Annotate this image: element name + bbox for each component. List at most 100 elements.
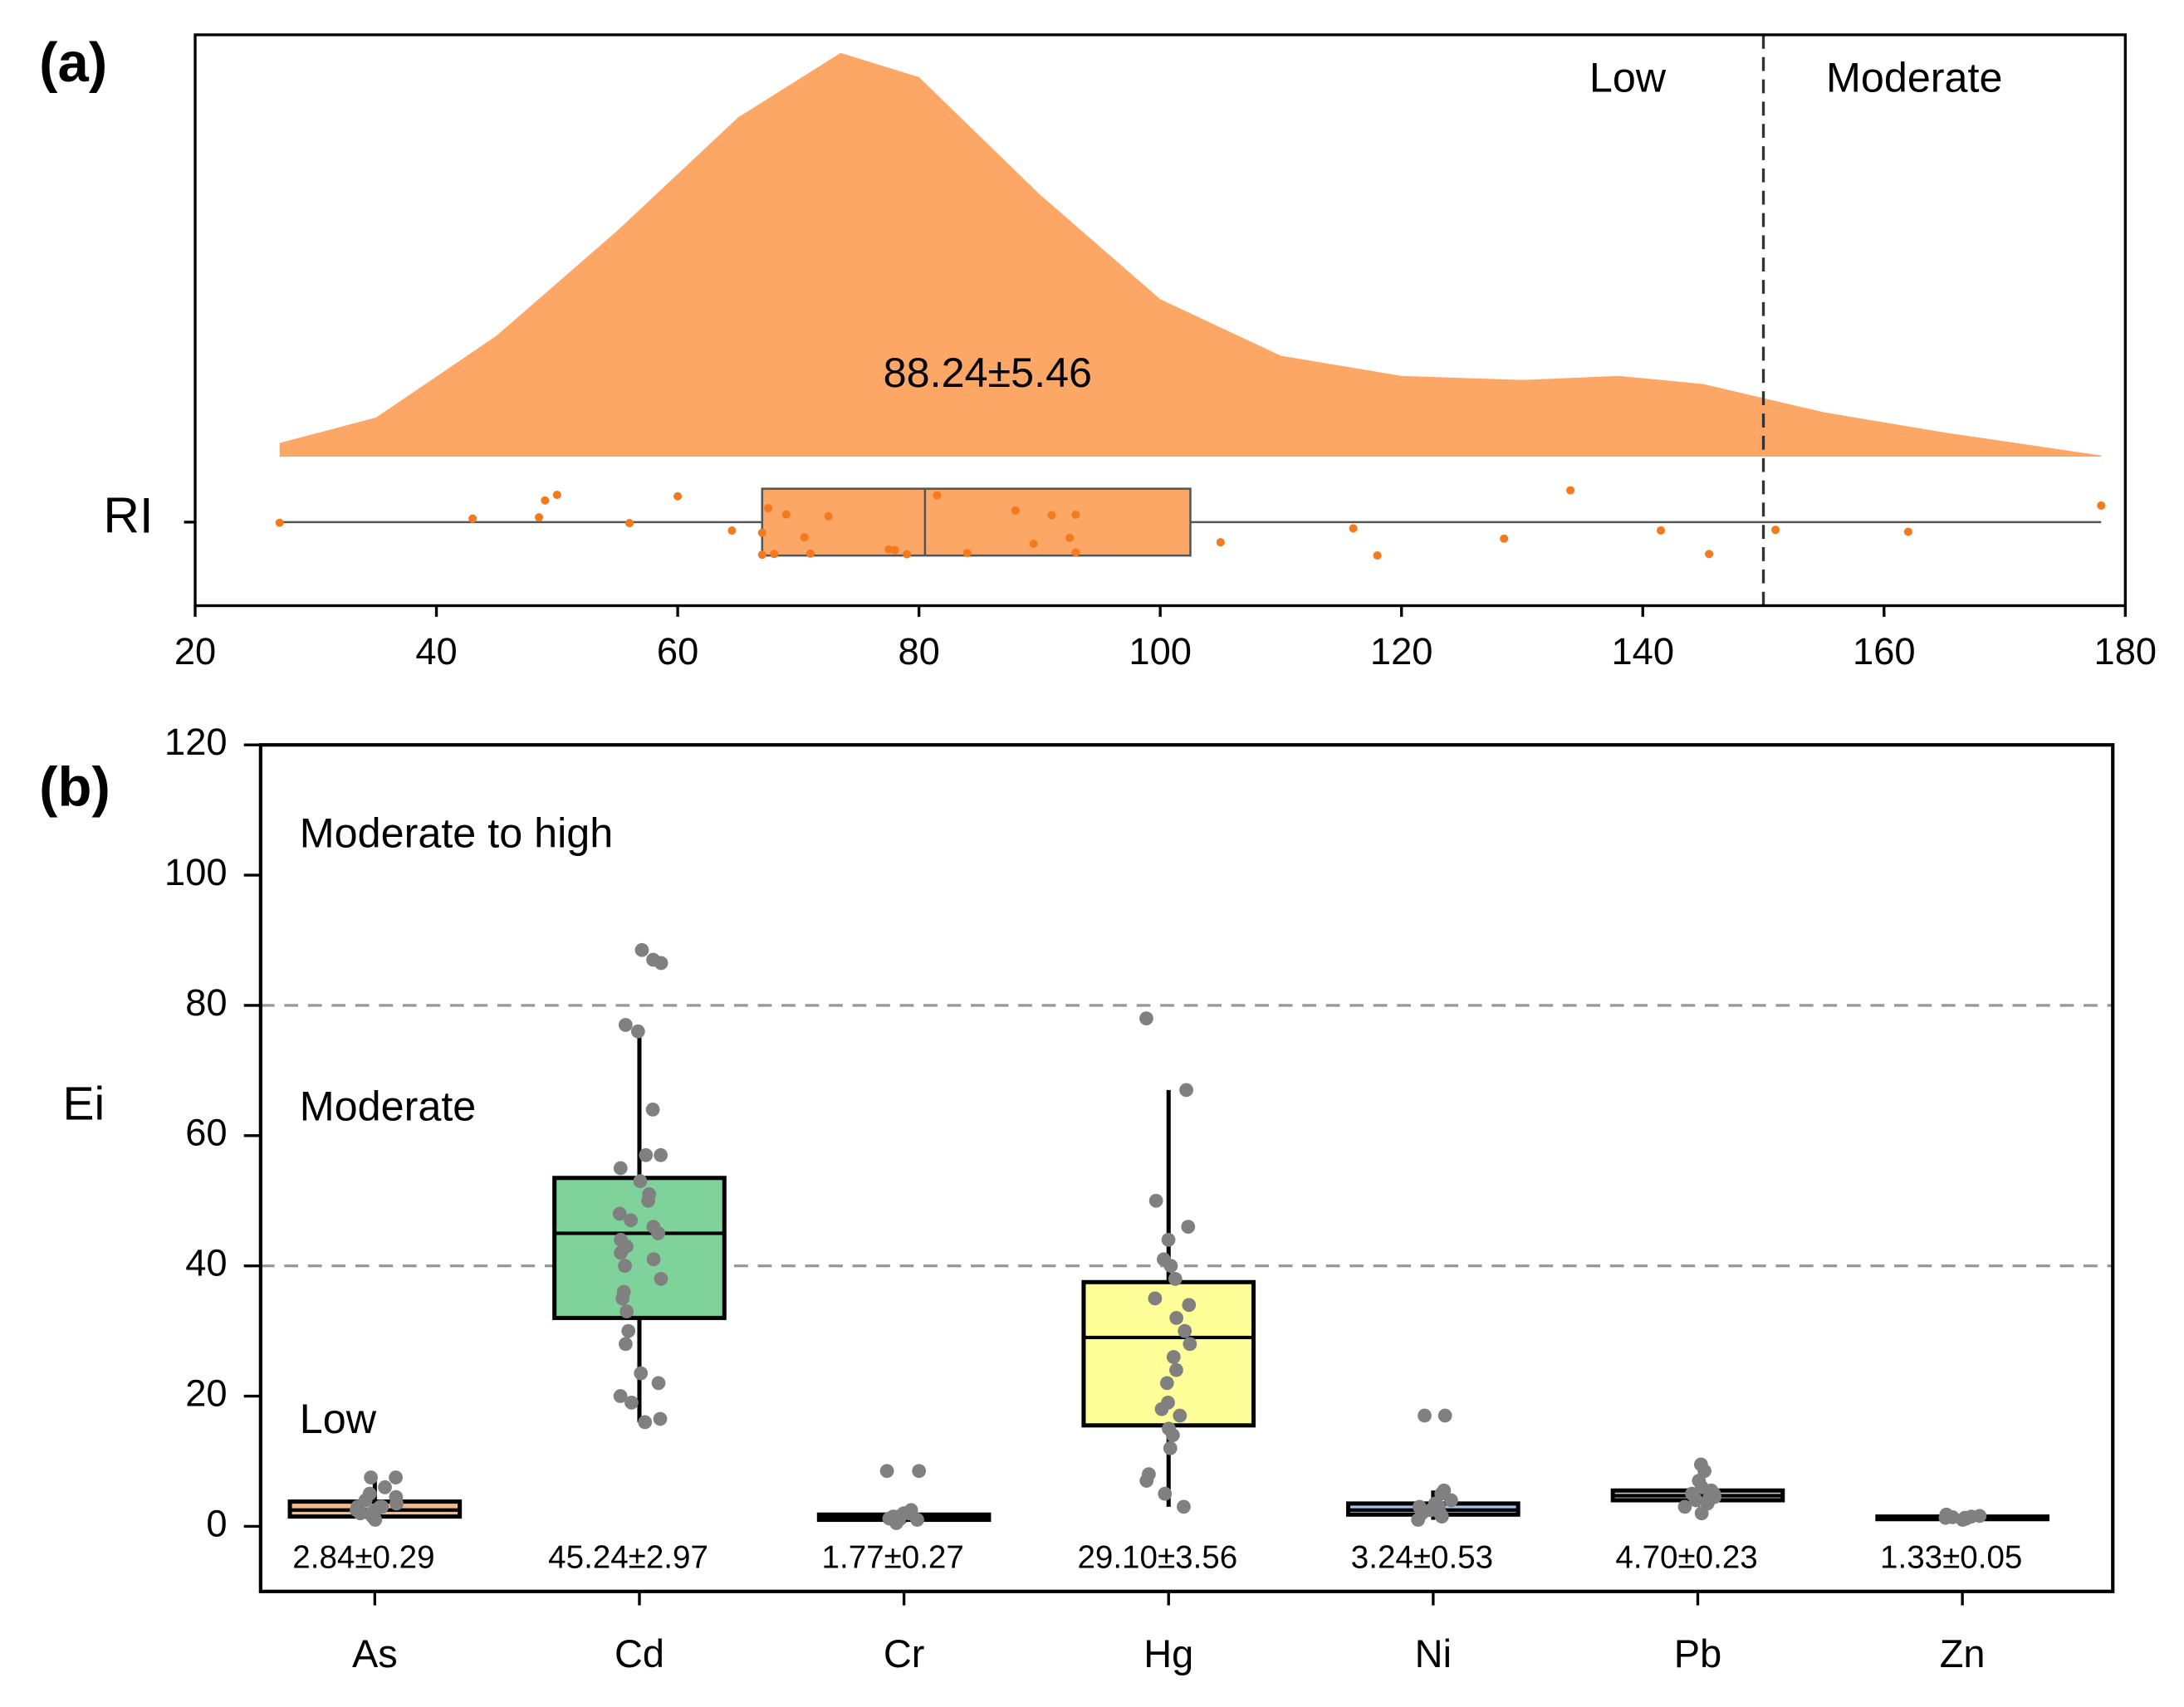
panel-label: (b) [39,756,110,818]
y-tick-label: 120 [164,721,228,763]
x-tick-label: Hg [1143,1631,1193,1675]
point [634,942,649,957]
point [1349,524,1358,533]
point [552,490,561,500]
value-label: 3.24±0.53 [1351,1539,1493,1575]
point [613,1389,628,1403]
point [1373,550,1382,560]
point [624,519,634,528]
y-category-label: RI [103,487,153,543]
point [362,1486,377,1501]
point [389,1489,404,1504]
point [1163,1440,1178,1455]
point [1181,1220,1196,1234]
point [1047,511,1056,520]
point [727,526,737,536]
plot-frame [258,743,2115,1593]
point [1566,486,1575,495]
value-label: 1.33±0.05 [1880,1539,2022,1575]
point [616,1284,631,1299]
point [1437,1483,1452,1498]
point [618,1018,633,1032]
point [1158,1486,1173,1501]
point [614,1232,628,1247]
point [781,510,791,519]
value-label: 4.70±0.23 [1615,1539,1757,1575]
plot-frame [193,33,2128,608]
point [642,1186,657,1201]
point [933,491,942,500]
y-tick-label: 80 [185,981,227,1024]
x-tick-label: 20 [174,630,216,673]
point [1159,1376,1174,1391]
point [1177,1499,1191,1514]
point [654,1147,668,1162]
point [1657,526,1666,535]
point [1216,538,1225,547]
y-tick-label: 40 [185,1242,227,1284]
point [1437,1408,1452,1423]
y-axis-label: Ei [63,1077,105,1130]
point [1179,1083,1193,1098]
density-area [279,52,2102,457]
point [1182,1298,1197,1313]
point [1178,1323,1192,1338]
point [1139,1011,1153,1025]
x-tick-label: 140 [1611,630,1674,673]
y-tick-label: 100 [164,851,228,893]
point [1939,1507,1954,1522]
x-tick-label: Ni [1415,1631,1452,1675]
annotation: 88.24±5.46 [884,349,1092,396]
x-tick-label: Zn [1940,1631,1986,1675]
point [1500,534,1509,543]
point [375,1499,389,1514]
x-tick-label: 180 [2094,630,2157,673]
x-tick-label: 100 [1129,630,1192,673]
point [1771,526,1780,535]
point [1903,527,1912,536]
point [275,518,284,527]
point [645,1103,660,1117]
point [651,1376,666,1391]
point [1148,1291,1163,1306]
panel-label: (a) [39,32,107,94]
point [1142,1467,1156,1482]
point [1168,1271,1183,1286]
point [630,1024,645,1039]
x-tick-label: 120 [1370,630,1433,673]
value-label: 2.84±0.29 [292,1539,434,1575]
point [613,1161,628,1176]
point [1065,533,1075,542]
x-tick-label: 60 [657,630,698,673]
y-tick-label: 0 [206,1502,227,1544]
point [890,545,899,555]
point [1162,1421,1176,1436]
point [673,492,683,501]
x-tick-label: Cr [884,1631,925,1675]
point [378,1480,392,1494]
point [364,1470,379,1484]
point [824,511,833,521]
point [639,1147,654,1162]
point [1071,548,1080,557]
y-tick-label: 20 [185,1372,227,1414]
point [621,1323,636,1338]
point [1169,1311,1184,1325]
point [1413,1499,1427,1514]
point [535,513,544,522]
point [2097,501,2106,510]
x-tick-label: 80 [898,630,939,673]
point [619,1337,633,1352]
point [389,1470,403,1484]
point [1677,1499,1692,1514]
point [962,549,972,558]
point [541,496,550,505]
point [1418,1408,1432,1423]
point [1029,539,1038,548]
box [761,487,1192,557]
point [653,1411,668,1426]
value-label: 29.10±3.56 [1077,1539,1237,1575]
x-tick-label: As [352,1631,398,1675]
zone-label: Low [300,1395,377,1442]
